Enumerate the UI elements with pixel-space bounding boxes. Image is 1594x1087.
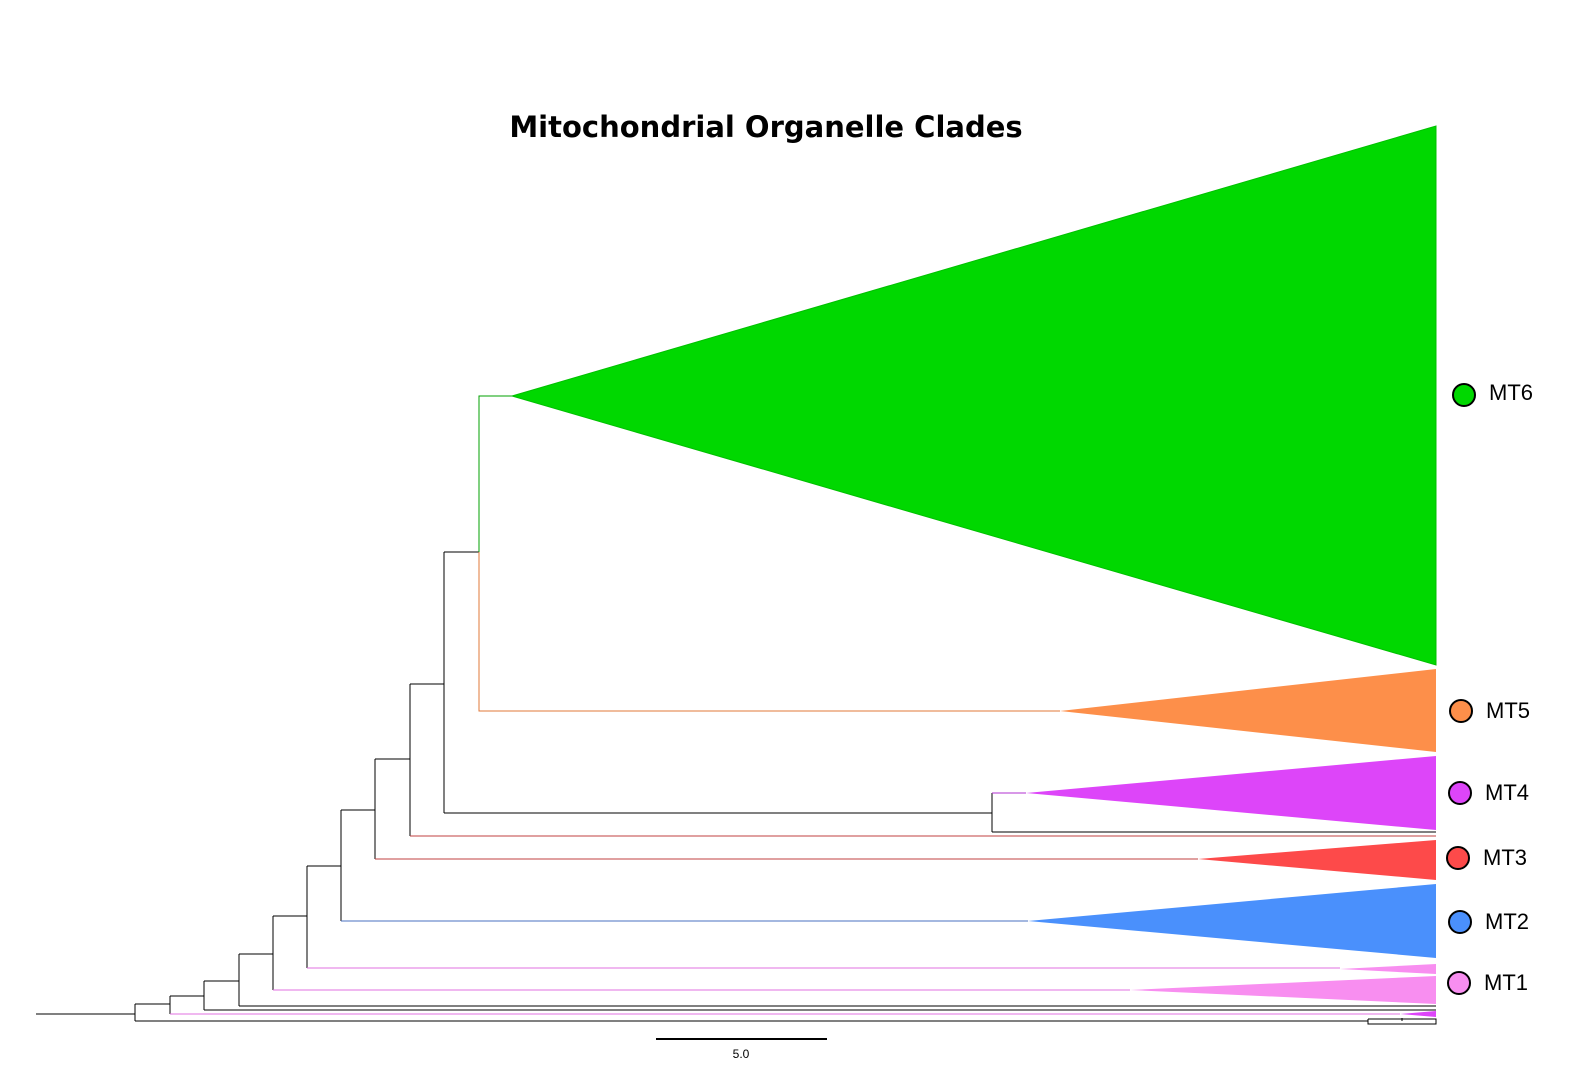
clade-small-purple-triangle bbox=[1400, 1011, 1436, 1017]
basal-tiny-clade bbox=[1367, 1018, 1437, 1025]
clade-mt2-marker bbox=[1448, 910, 1472, 934]
clade-triangles bbox=[510, 125, 1437, 1017]
clade-mt4-marker bbox=[1448, 781, 1472, 805]
clade-mt3-triangle bbox=[1198, 840, 1436, 880]
clade-mt6-marker bbox=[1452, 383, 1476, 407]
backbone-node-9 bbox=[375, 684, 411, 836]
backbone-node-2 bbox=[135, 996, 171, 1014]
clade-mt4-label: MT4 bbox=[1485, 780, 1529, 805]
clade-mt5-label: MT5 bbox=[1486, 698, 1530, 723]
backbone-node-10 bbox=[410, 552, 445, 813]
backbone-node-4 bbox=[204, 954, 240, 1006]
clade-mt2-label: MT2 bbox=[1485, 909, 1529, 934]
clade-mt2-triangle bbox=[1028, 884, 1436, 958]
clade-mt5-triangle bbox=[1060, 669, 1436, 752]
clade-mt4-triangle bbox=[1026, 756, 1436, 830]
clade-mt1a-triangle bbox=[1340, 964, 1436, 974]
clade-mt3-marker bbox=[1446, 846, 1470, 870]
tree-branches bbox=[36, 395, 1437, 1025]
mt6-branch bbox=[478, 395, 512, 552]
clade-mt1b-triangle bbox=[1130, 976, 1436, 1004]
backbone-node-3 bbox=[170, 981, 205, 1010]
clade-legend: MT6 MT5 MT4 MT3 MT2 MT1 bbox=[1446, 380, 1533, 995]
clade-mt6-triangle bbox=[510, 125, 1437, 666]
clade-mt1-label: MT1 bbox=[1484, 970, 1528, 995]
backbone-node-6 bbox=[273, 866, 308, 968]
clade-mt5-marker bbox=[1449, 699, 1473, 723]
backbone-node-8 bbox=[341, 759, 376, 859]
clade-mt6-label: MT6 bbox=[1489, 380, 1533, 405]
clade-mt3-label: MT3 bbox=[1483, 845, 1527, 870]
backbone-node-5 bbox=[239, 916, 274, 990]
page-title: Mitochondrial Organelle Clades bbox=[509, 110, 1022, 144]
scale-bar-label: 5.0 bbox=[733, 1047, 750, 1061]
scale-bar: 5.0 bbox=[656, 1038, 827, 1061]
backbone-node-7 bbox=[307, 810, 342, 921]
clade-mt1-marker bbox=[1447, 971, 1471, 995]
mt5-branch bbox=[478, 552, 1060, 712]
